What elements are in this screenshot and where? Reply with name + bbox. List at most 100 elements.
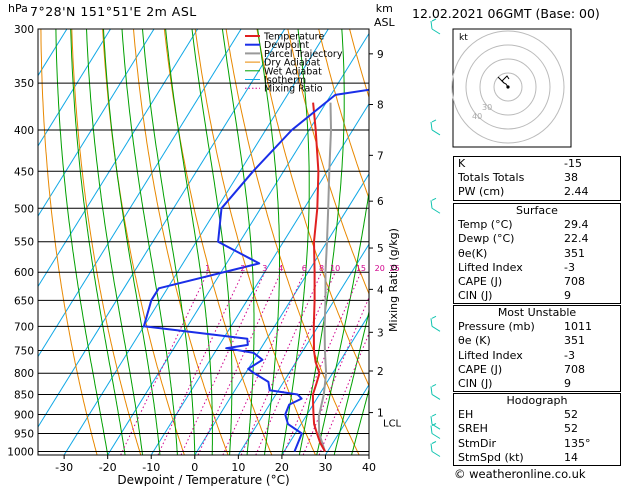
index-label: CAPE (J)	[458, 362, 503, 376]
mixing-ratio-label: 2	[240, 264, 245, 273]
mixing-ratio-label: 8	[319, 264, 324, 273]
x-tick-label: -30	[55, 461, 73, 474]
index-value: 708	[564, 362, 585, 376]
km-tick-label: 4	[377, 284, 384, 296]
index-value: 351	[564, 334, 585, 348]
plot-frame	[37, 28, 370, 456]
index-row: EH 52	[454, 408, 621, 422]
index-label: Temp (°C)	[458, 218, 513, 232]
mixing-ratio-label: 25	[390, 264, 400, 273]
index-value: -15	[564, 157, 582, 171]
section-title-row: Most Unstable	[453, 305, 621, 321]
index-row: K -15	[454, 157, 621, 172]
legend-label: Wet Adiabat	[264, 66, 322, 77]
hodograph-frame	[452, 28, 572, 148]
mixing-ratio-label: 15	[356, 264, 366, 273]
index-row: CAPE (J) 708	[454, 275, 621, 289]
index-row: Lifted Index -3	[454, 261, 621, 275]
mixing-ratio-line	[302, 296, 369, 455]
pressure-tick-label: 850	[14, 389, 34, 401]
index-row: SREH 52	[454, 422, 621, 436]
mixing-ratio-label: 4	[278, 264, 283, 273]
dry-adiabat-line	[163, 29, 273, 455]
wet-adiabat-line	[257, 29, 280, 455]
wet-adiabat-line	[191, 29, 233, 455]
dry-adiabat-line	[40, 29, 98, 455]
wet-adiabat-line	[86, 29, 143, 455]
plot-area	[38, 29, 369, 455]
credit-text: © weatheronline.co.uk	[454, 467, 586, 481]
legend-label: Temperature	[263, 32, 324, 43]
section-title: Surface	[453, 203, 621, 219]
km-tick-label: 2	[377, 366, 384, 378]
wind-barb	[430, 18, 441, 35]
asl-label: ASL	[374, 16, 395, 29]
wet-adiabat-line	[298, 29, 345, 455]
isotherm-line	[38, 29, 111, 147]
wet-adiabat-line	[333, 309, 369, 455]
index-row: StmSpd (kt) 14	[454, 451, 621, 466]
legend-label: Dry Adiabat	[264, 58, 321, 69]
mixing-ratio-label: 1	[205, 264, 210, 273]
wind-barb	[430, 384, 441, 400]
section-title-row: Hodograph	[453, 393, 621, 409]
hodograph-ring-label: 40	[472, 112, 482, 121]
hodograph-ring	[451, 30, 565, 144]
section-title-row: Surface	[453, 203, 621, 219]
lcl-label: LCL	[383, 418, 402, 429]
wet-adiabat-line	[70, 29, 126, 455]
wet-adiabat-line	[142, 29, 196, 455]
pressure-tick-label: 950	[14, 429, 34, 441]
dry-adiabat-line	[318, 29, 369, 200]
index-label: PW (cm)	[458, 185, 505, 199]
index-value: 52	[564, 422, 578, 436]
hodograph-unit: kt	[459, 33, 468, 43]
wet-adiabat-line	[351, 387, 369, 455]
isotherm-line	[237, 243, 369, 455]
index-value: 9	[564, 377, 571, 391]
index-row: Totals Totals 38	[454, 171, 621, 185]
index-row: PW (cm) 2.44	[454, 185, 621, 200]
index-value: 9	[564, 289, 571, 303]
wet-adiabat-line	[121, 29, 178, 455]
x-tick-label: 10	[231, 461, 245, 474]
mixing-ratio-line	[157, 271, 244, 455]
km-tick-label: 5	[377, 243, 384, 255]
isotherm-line	[38, 29, 155, 218]
km-tick-label: 8	[377, 99, 384, 111]
mixing-ratio-label: 10	[330, 264, 340, 273]
index-row: θe(K) 351	[454, 247, 621, 261]
index-value: 29.4	[564, 218, 589, 232]
parcel-trajectory-line	[317, 102, 332, 452]
index-label: θe(K)	[458, 246, 488, 260]
index-label: θe (K)	[458, 334, 491, 348]
most-unstable-table: Most Unstable Pressure (mb) 1011 θe (K) 351 L…	[453, 305, 621, 393]
pressure-tick-label: 700	[14, 321, 34, 333]
index-label: Dewp (°C)	[458, 232, 515, 246]
pressure-tick-label: 500	[14, 203, 34, 215]
index-value: 2.44	[564, 185, 589, 199]
pressure-tick-label: 650	[14, 295, 34, 307]
index-row: θe (K) 351	[454, 334, 621, 348]
x-axis-label: Dewpoint / Temperature (°C)	[117, 473, 289, 486]
km-tick-label: 3	[377, 327, 384, 339]
x-tick-label: -10	[142, 461, 160, 474]
index-row: CIN (J) 9	[454, 289, 621, 304]
index-value: 1011	[564, 320, 592, 334]
dry-adiabat-line	[194, 29, 316, 455]
hodograph-ring	[479, 58, 537, 116]
x-tick-label: -20	[99, 461, 117, 474]
pressure-tick-label: 800	[14, 368, 34, 380]
index-value: 135°	[564, 436, 591, 450]
x-tick-label: 40	[362, 461, 376, 474]
mixing-ratio-label: 3	[262, 264, 267, 273]
wet-adiabat-line	[165, 29, 213, 455]
hodograph-ring	[493, 72, 523, 102]
index-label: CAPE (J)	[458, 275, 503, 289]
indices-table-top: K -15 Totals Totals 38 PW (cm) 2.44	[453, 156, 621, 201]
index-label: Pressure (mb)	[458, 320, 535, 334]
index-value: 38	[564, 171, 578, 185]
index-label: StmSpd (kt)	[458, 450, 524, 464]
